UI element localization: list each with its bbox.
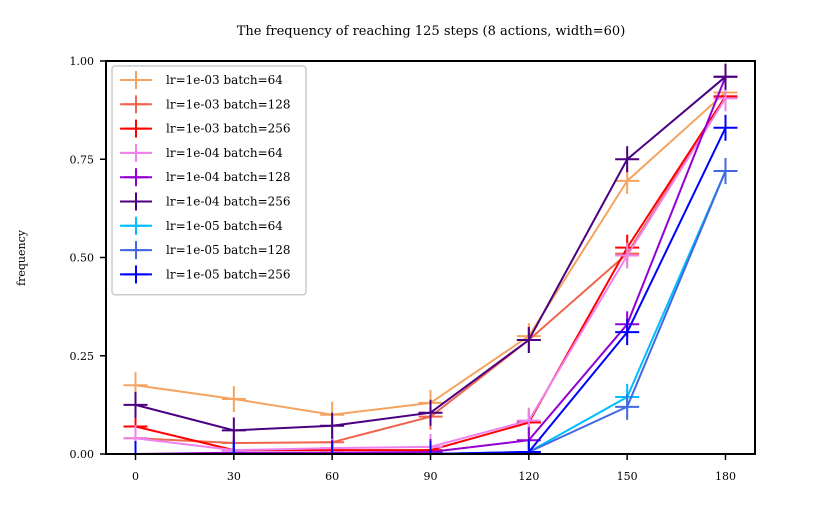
- legend-item: lr=1e-04 batch=256: [120, 192, 291, 211]
- legend-item: lr=1e-03 batch=128: [120, 95, 291, 114]
- legend-label: lr=1e-03 batch=256: [166, 122, 291, 136]
- legend-label: lr=1e-03 batch=128: [166, 97, 291, 111]
- series-6: [123, 63, 738, 444]
- data-point: [418, 441, 443, 454]
- data-point: [713, 158, 738, 185]
- legend-item: lr=1e-05 batch=64: [120, 216, 283, 235]
- legend-item: lr=1e-05 batch=128: [120, 241, 291, 260]
- data-point: [713, 114, 738, 141]
- legend-label: lr=1e-04 batch=256: [166, 195, 291, 209]
- y-tick-label: 0.75: [70, 153, 95, 166]
- legend-label: lr=1e-05 batch=256: [166, 267, 291, 281]
- legend-box: [111, 65, 307, 296]
- legend-item: lr=1e-03 batch=64: [120, 71, 283, 89]
- data-point: [221, 385, 246, 412]
- data-point: [615, 242, 640, 269]
- legend-label: lr=1e-04 batch=64: [166, 146, 283, 160]
- legend: lr=1e-03 batch=64 lr=1e-03 batch=128 lr=1e…: [111, 65, 307, 296]
- data-point: [320, 441, 345, 454]
- y-tick-label: 0.00: [70, 448, 95, 461]
- data-point: [418, 399, 443, 426]
- y-axis-label: frequency: [15, 229, 28, 286]
- data-point: [221, 441, 246, 454]
- y-tick-label: 0.50: [70, 252, 95, 265]
- data-point: [516, 327, 541, 354]
- legend-item: lr=1e-05 batch=256: [120, 265, 291, 284]
- axes: 0 30 60 90 120 150 180 0.00 0.25 0.50 0.75 1.00: [70, 55, 756, 483]
- data-point: [713, 63, 738, 90]
- x-tick-label: 120: [518, 470, 539, 483]
- legend-label: lr=1e-03 batch=64: [166, 73, 283, 87]
- data-point: [516, 439, 541, 454]
- x-tick-label: 90: [424, 470, 438, 483]
- data-point: [615, 146, 640, 173]
- legend-item: lr=1e-04 batch=128: [120, 168, 291, 187]
- data-point: [615, 319, 640, 346]
- legend-item: lr=1e-03 batch=256: [120, 119, 291, 138]
- y-tick-label: 1.00: [70, 55, 95, 68]
- chart-title: The frequency of reaching 125 steps (8 a…: [237, 24, 626, 39]
- data-point: [123, 391, 148, 418]
- legend-label: lr=1e-05 batch=128: [166, 243, 291, 257]
- x-tick-label: 60: [325, 470, 339, 483]
- legend-label: lr=1e-04 batch=128: [166, 170, 291, 184]
- x-tick-label: 0: [132, 470, 139, 483]
- series-9: [123, 114, 738, 454]
- data-point: [320, 412, 345, 439]
- x-tick-label: 150: [617, 470, 638, 483]
- y-tick-label: 0.25: [70, 350, 95, 363]
- data-point: [615, 393, 640, 420]
- x-tick-label: 30: [227, 470, 241, 483]
- plot-area: [123, 63, 738, 454]
- legend-label: lr=1e-05 batch=64: [166, 219, 283, 233]
- x-tick-label: 180: [715, 470, 736, 483]
- legend-item: lr=1e-04 batch=64: [120, 143, 283, 162]
- data-point: [123, 441, 148, 454]
- data-point: [221, 417, 246, 444]
